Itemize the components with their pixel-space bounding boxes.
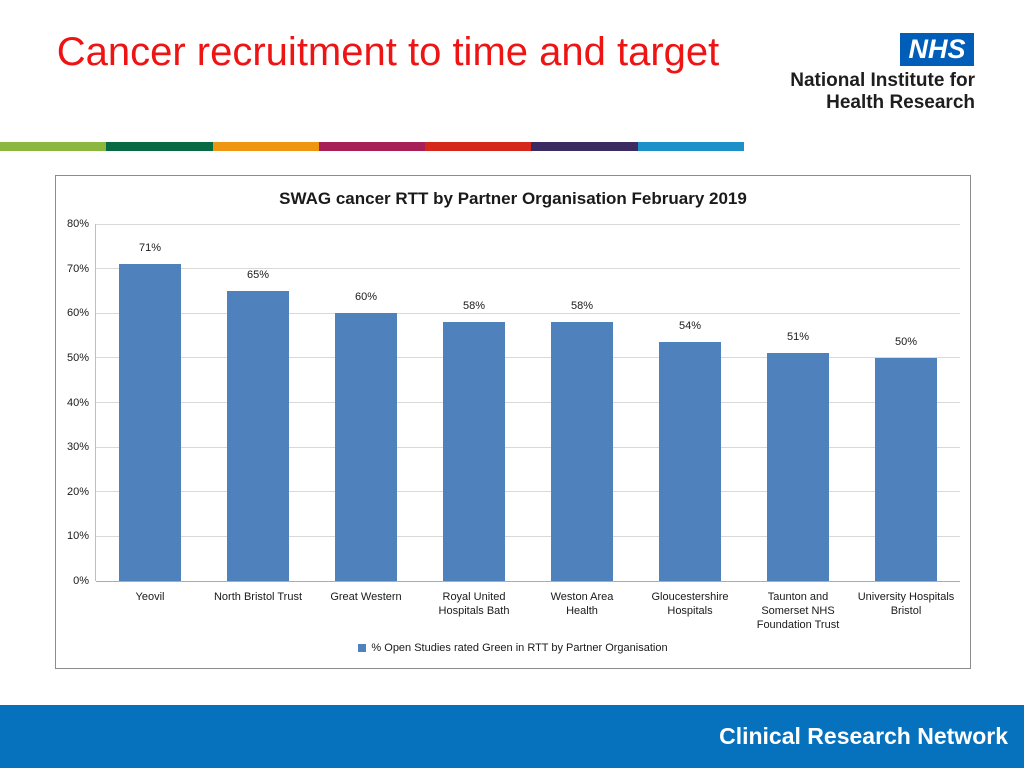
bar-value-label: 71% (138, 242, 162, 255)
gridline (96, 446, 960, 448)
nhs-logo-text: NHS (908, 34, 966, 64)
gridline (96, 535, 960, 537)
stripe-segment (425, 142, 532, 151)
divider-stripe (0, 142, 744, 151)
chart-legend: % Open Studies rated Green in RTT by Par… (56, 642, 970, 654)
chart-title: SWAG cancer RTT by Partner Organisation … (279, 189, 747, 208)
gridline (96, 402, 960, 403)
bar-value-label: 50% (894, 335, 918, 348)
y-axis-tick-label: 0% (73, 575, 89, 587)
x-axis-tick-label: Yeovil (135, 591, 165, 603)
gridline (96, 312, 960, 314)
stripe-segment (106, 142, 213, 151)
stripe-segment (318, 142, 426, 151)
bar-value-label: 58% (570, 300, 594, 313)
stripe-segment (212, 142, 319, 151)
stripe-segment (637, 142, 744, 151)
bar (767, 353, 829, 581)
bar (659, 342, 721, 581)
y-axis-tick-label: 10% (66, 530, 89, 543)
x-axis-tick-label: Great Western (330, 591, 402, 603)
y-axis-tick-label: 50% (66, 351, 89, 364)
y-axis-tick-label: 40% (66, 396, 89, 409)
y-axis-tick-label: 30% (66, 441, 89, 454)
legend-swatch-icon (358, 644, 367, 652)
gridline (96, 580, 960, 582)
legend-label: % Open Studies rated Green in RTT by Par… (371, 642, 668, 654)
bar-value-label: 60% (354, 291, 378, 304)
footer-label: Clinical Research Network (719, 723, 1008, 749)
bar (227, 290, 289, 581)
bar (443, 322, 505, 581)
gridline (96, 357, 960, 359)
nihr-logo-text: National Institute for Health Research (700, 70, 975, 114)
x-axis-tick-label: Royal United Hospitals Bath (438, 591, 510, 617)
y-axis-tick-label: 80% (66, 218, 89, 230)
nihr-line-1: National Institute for (790, 70, 975, 91)
x-axis-tick-label: Taunton and Somerset NHS Foundation Trus… (756, 591, 840, 631)
bar (335, 313, 397, 581)
bar-value-label: 65% (246, 268, 270, 281)
stripe-segment (0, 142, 107, 151)
x-axis-tick-label: University Hospitals Bristol (857, 591, 955, 617)
bar-value-label: 51% (786, 331, 810, 344)
x-axis-tick-label: North Bristol Trust (213, 591, 303, 603)
plot-area: 80% 70% 60% 50% 40% 30% 20% 10% 0% 71% Yeovil 65% No… (67, 218, 960, 631)
footer-bar: Clinical Research Network (0, 705, 1024, 768)
y-axis-tick-label: 20% (66, 485, 89, 498)
gridline (96, 268, 960, 270)
gridline (96, 223, 960, 225)
nhs-logo: NHS (900, 33, 974, 66)
slide-title: Cancer recruitment to time and target (56, 30, 720, 74)
stripe-segment (531, 142, 638, 151)
gridline (96, 491, 960, 493)
bar-chart: SWAG cancer RTT by Partner Organisation … (55, 175, 971, 669)
nihr-line-2: Health Research (826, 92, 975, 113)
x-axis-tick-label: Gloucestershire Hospitals (651, 591, 729, 617)
bar (119, 264, 181, 581)
bar (551, 322, 613, 581)
bar-value-label: 58% (462, 300, 486, 313)
y-axis-tick-label: 70% (66, 262, 89, 275)
bar-value-label: 54% (678, 320, 702, 333)
bar (875, 357, 937, 581)
x-axis-tick-label: Weston Area Health (550, 591, 614, 617)
y-axis-tick-label: 60% (66, 307, 89, 320)
